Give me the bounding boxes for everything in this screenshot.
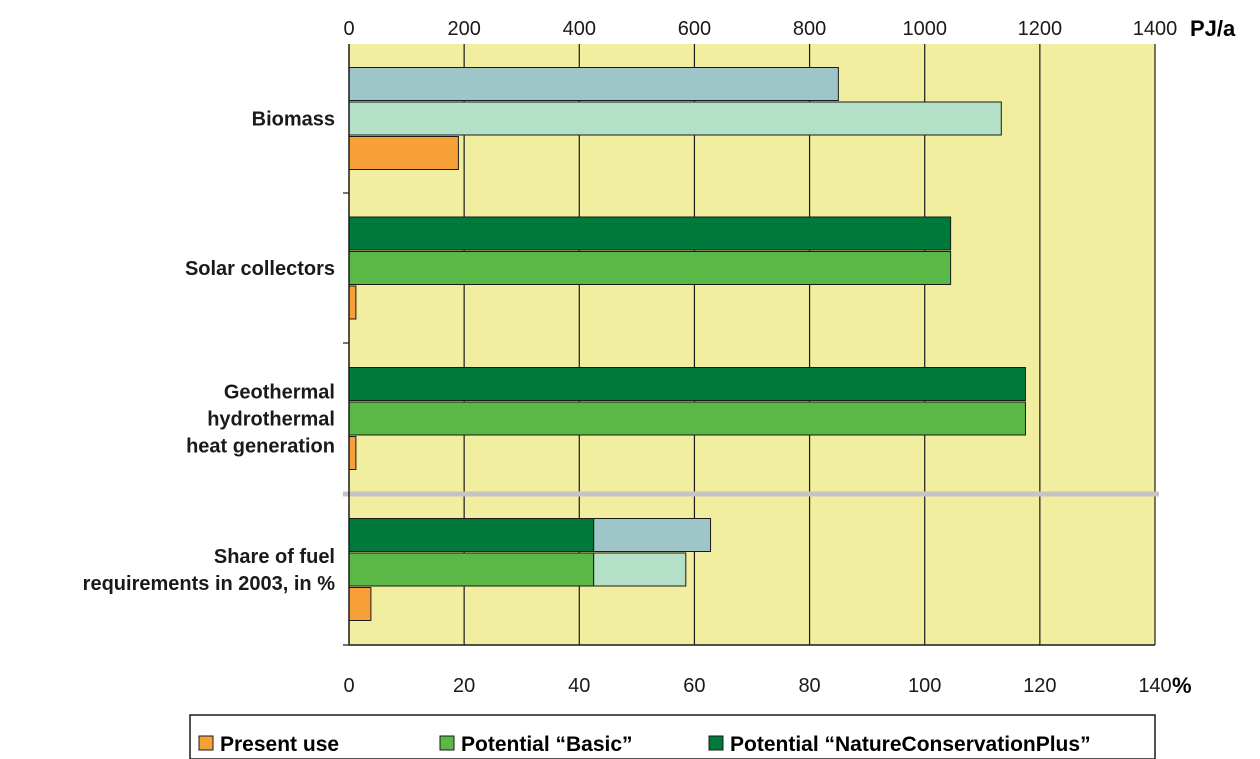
bar <box>593 552 687 587</box>
tick-label: 20 <box>453 675 475 697</box>
tick-label: 0 <box>343 18 354 40</box>
category-label: requirements in 2003, in % <box>83 573 336 595</box>
top-axis-ticks: 0 200 400 600 800 1000 1200 1400 <box>343 18 1177 40</box>
category-label: Solar collectors <box>185 258 335 280</box>
tick-label: 0 <box>343 675 354 697</box>
tick-label: 800 <box>793 18 826 40</box>
bottom-axis-unit: % <box>1172 673 1192 698</box>
bar <box>348 367 1026 401</box>
tick-label: 200 <box>447 18 480 40</box>
legend-label: Present use <box>220 733 339 756</box>
bar <box>348 552 595 587</box>
bar <box>348 518 595 552</box>
tick-label: 60 <box>683 675 705 697</box>
bars <box>348 67 1026 621</box>
legend-label: Potential “NatureConservationPlus” <box>730 733 1091 756</box>
category-label: Biomass <box>252 109 335 131</box>
tick-label: 140 <box>1138 675 1171 697</box>
axes <box>343 44 1159 646</box>
bottom-axis-ticks: 0 20 40 60 80 100 120 140 <box>343 675 1171 697</box>
tick-label: 400 <box>563 18 596 40</box>
tick-label: 1000 <box>902 18 947 40</box>
bar <box>348 136 459 170</box>
category-labels: Biomass Solar collectors Geothermal hydroth… <box>83 109 336 596</box>
category-label: heat generation <box>186 436 335 458</box>
bar <box>348 101 1002 136</box>
tick-label: 1400 <box>1133 18 1178 40</box>
bar <box>348 436 357 470</box>
category-label: Geothermal <box>224 382 335 404</box>
top-axis-unit: PJ/a <box>1190 16 1236 41</box>
tick-label: 600 <box>678 18 711 40</box>
bar <box>348 67 839 101</box>
tick-label: 1200 <box>1018 18 1063 40</box>
bar <box>348 587 372 621</box>
category-label: hydrothermal <box>207 409 335 431</box>
grid-lines <box>463 44 1156 645</box>
bar <box>593 518 712 552</box>
category-label: Share of fuel <box>214 546 335 568</box>
tick-label: 100 <box>908 675 941 697</box>
tick-label: 120 <box>1023 675 1056 697</box>
legend: Present use Potential “Basic” Potential “N… <box>189 714 1156 759</box>
legend-box <box>189 714 1156 759</box>
bar <box>348 401 1026 436</box>
bar <box>348 216 952 251</box>
bar <box>348 251 952 285</box>
tick-label: 80 <box>798 675 820 697</box>
legend-swatch <box>439 735 455 751</box>
bar <box>348 285 357 320</box>
tick-label: 40 <box>568 675 590 697</box>
legend-label: Potential “Basic” <box>461 733 633 756</box>
legend-swatch <box>198 735 214 751</box>
legend-swatch <box>708 735 724 751</box>
